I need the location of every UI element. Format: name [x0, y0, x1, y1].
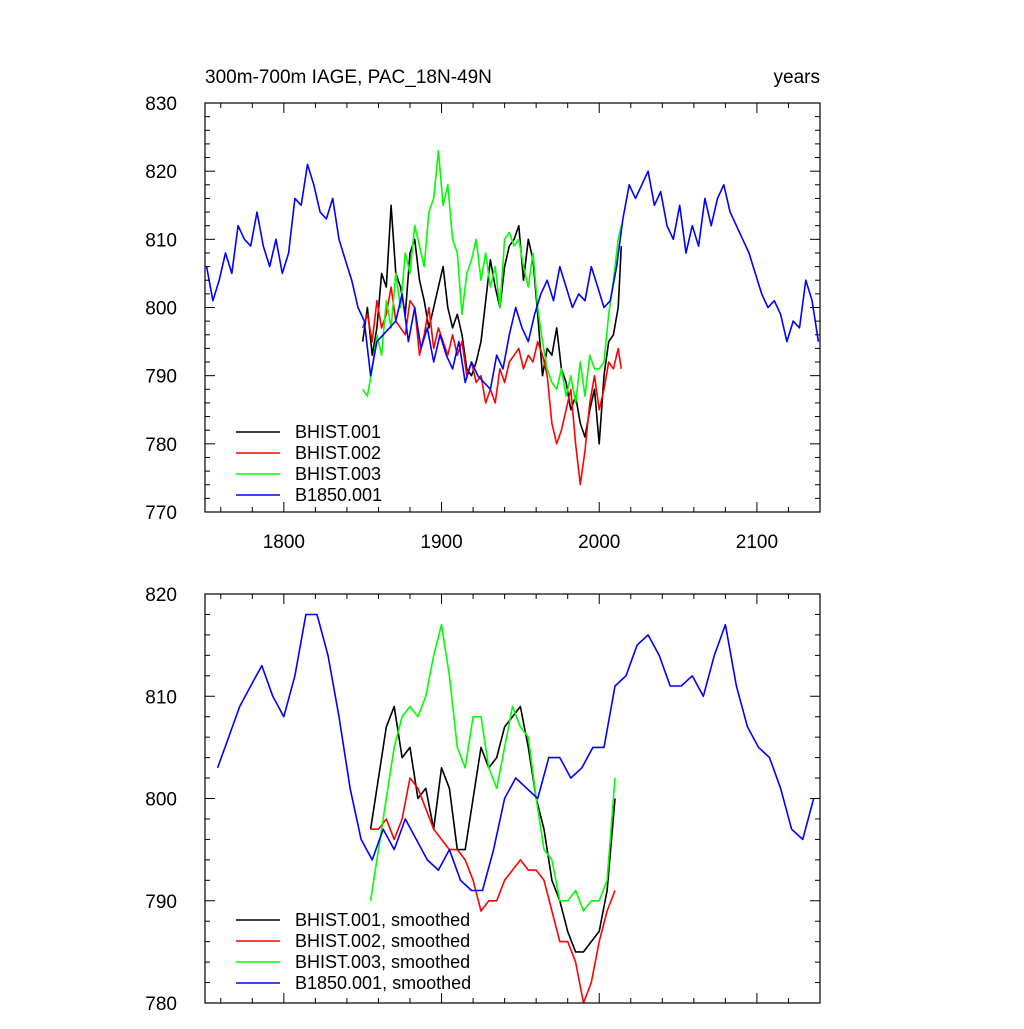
top-series-line-3	[362, 149, 623, 404]
top-axes-layer: 1800 1900 2000 2100 770 780 790 800 810 820 830	[145, 94, 821, 553]
bottom-axes-layer: 780 790 800 810 820	[145, 585, 821, 1015]
bottom-legend-label-3: BHIST.003, smoothed	[295, 952, 470, 972]
top-x-tick-label: 1900	[420, 532, 462, 553]
top-legend-label-2: BHIST.002	[295, 443, 381, 463]
top-series-layer	[205, 149, 820, 486]
bottom-y-tick-label: 810	[145, 687, 177, 708]
top-y-tick-label: 820	[145, 162, 177, 183]
bottom-series-line-4	[216, 613, 815, 892]
top-y-tick-label: 800	[145, 299, 177, 320]
top-legend-label-4: B1850.001	[295, 485, 382, 505]
bottom-series-line-1	[369, 705, 616, 953]
top-chart-panel: 1800 1900 2000 2100 770 780 790 800 810 820 830 BH…	[145, 94, 821, 553]
top-y-tick-label: 810	[145, 230, 177, 251]
top-chart-units: years	[774, 67, 820, 88]
top-y-tick-label: 830	[145, 94, 177, 115]
top-legend-label-3: BHIST.003	[295, 464, 381, 484]
top-y-tick-label: 780	[145, 435, 177, 456]
top-chart-title: 300m-700m IAGE, PAC_18N-49N	[205, 67, 492, 88]
top-legend-label-1: BHIST.001	[295, 422, 381, 442]
bottom-legend-label-1: BHIST.001, smoothed	[295, 910, 470, 930]
top-x-tick-label: 2000	[578, 532, 620, 553]
bottom-legend-label-2: BHIST.002, smoothed	[295, 931, 470, 951]
bottom-legend-label-4: B1850.001, smoothed	[295, 973, 471, 993]
bottom-series-line-2	[370, 777, 616, 1003]
bottom-y-tick-label: 800	[145, 790, 177, 811]
top-x-tick-label: 1800	[263, 532, 305, 553]
bottom-series-line-3	[369, 623, 616, 912]
bottom-series-layer	[216, 613, 815, 1003]
top-x-tick-label: 2100	[736, 532, 778, 553]
bottom-y-tick-label: 780	[145, 994, 177, 1015]
top-y-tick-label: 770	[145, 503, 177, 524]
bottom-y-tick-label: 820	[145, 585, 177, 606]
bottom-y-tick-label: 790	[145, 892, 177, 913]
top-series-line-4	[205, 163, 820, 391]
top-y-tick-label: 790	[145, 367, 177, 388]
